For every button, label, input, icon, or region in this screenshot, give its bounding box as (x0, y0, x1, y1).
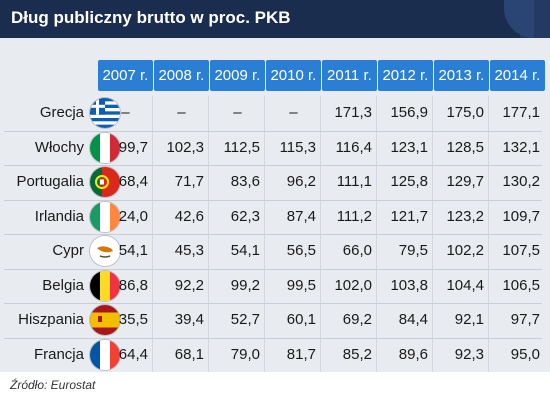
row-divider (4, 130, 542, 132)
value-cell: 71,7 (174, 173, 204, 191)
value-cell: 86,8 (118, 276, 148, 294)
page-title: Dług publiczny brutto w proc. PKB (11, 8, 291, 27)
spain-flag-icon (90, 305, 120, 336)
value-cell: 99,2 (230, 276, 260, 294)
year-header: 2012 r. (378, 60, 433, 91)
value-cell: – (177, 104, 186, 122)
year-header: 2008 r. (154, 60, 209, 91)
value-cell: 123,2 (446, 207, 484, 225)
value-cell: 56,5 (286, 242, 316, 260)
value-cell: 62,3 (230, 207, 260, 225)
value-cell: 111,2 (336, 207, 372, 225)
row-divider (4, 337, 542, 339)
country-label: Belgia (42, 276, 84, 294)
value-cell: 103,8 (390, 276, 428, 294)
value-cell: 104,4 (446, 276, 484, 294)
value-cell: 79,5 (398, 242, 428, 260)
value-cell: 52,7 (230, 311, 260, 329)
value-cell: 35,5 (118, 311, 148, 329)
value-cell: 132,1 (502, 138, 540, 156)
value-cell: 125,8 (390, 173, 428, 191)
value-cell: 54,1 (230, 242, 260, 260)
value-cell: 102,0 (334, 276, 372, 294)
row-divider (4, 199, 542, 201)
belgium-flag-icon (90, 270, 120, 301)
value-cell: 95,0 (510, 345, 540, 363)
year-header: 2010 r. (266, 60, 321, 91)
value-cell: – (233, 104, 242, 122)
value-cell: 66,0 (342, 242, 372, 260)
value-cell: 24,0 (118, 207, 148, 225)
row-divider (4, 234, 542, 235)
value-cell: 85,2 (342, 345, 372, 363)
year-header: 2007 r. (98, 60, 153, 91)
country-label: Portugalia (16, 173, 84, 191)
country-label: Hiszpania (18, 311, 84, 329)
country-label: Grecja (39, 104, 84, 122)
year-header: 2009 r. (210, 60, 265, 91)
country-label: Włochy (34, 138, 84, 156)
row-divider (4, 303, 542, 304)
value-cell: 92,3 (454, 345, 484, 363)
value-cell: 177,1 (502, 104, 540, 122)
country-label: Irlandia (34, 207, 84, 225)
ireland-flag-icon (90, 201, 120, 232)
value-cell: 130,2 (502, 173, 540, 191)
value-cell: – (289, 104, 298, 122)
value-cell: 60,1 (286, 311, 316, 329)
value-cell: 54,1 (118, 242, 148, 260)
value-cell: 128,5 (446, 138, 484, 156)
year-header: 2013 r. (434, 60, 489, 91)
portugal-flag-icon (90, 167, 120, 198)
source-note: Źródło: Eurostat (10, 378, 96, 392)
value-cell: 99,7 (118, 138, 148, 156)
year-header: 2011 r. (322, 60, 377, 91)
value-cell: – (121, 104, 130, 122)
title-bar: Dług publiczny brutto w proc. PKB (0, 0, 550, 38)
value-cell: 99,5 (286, 276, 316, 294)
value-cell: 45,3 (174, 242, 204, 260)
value-cell: 111,1 (336, 173, 372, 191)
country-label: Francja (33, 345, 84, 363)
value-cell: 87,4 (286, 207, 316, 225)
value-cell: 107,5 (502, 242, 540, 260)
value-cell: 79,0 (230, 345, 260, 363)
row-divider (4, 165, 542, 166)
value-cell: 64,4 (118, 345, 148, 363)
value-cell: 123,1 (390, 138, 428, 156)
value-cell: 106,5 (502, 276, 540, 294)
value-cell: 171,3 (334, 104, 372, 122)
value-cell: 96,2 (286, 173, 316, 191)
cyprus-flag-icon (90, 236, 120, 267)
value-cell: 89,6 (398, 345, 428, 363)
greece-flag-icon (90, 98, 120, 129)
value-cell: 68,1 (174, 345, 204, 363)
value-cell: 92,2 (174, 276, 204, 294)
value-cell: 115,3 (279, 138, 316, 156)
value-cell: 42,6 (174, 207, 204, 225)
france-flag-icon (90, 339, 120, 370)
value-cell: 68,4 (118, 173, 148, 191)
value-cell: 102,3 (166, 138, 204, 156)
year-header: 2014 r. (490, 60, 545, 91)
value-cell: 84,4 (398, 311, 428, 329)
row-divider (4, 268, 542, 270)
country-label: Cypr (52, 242, 84, 260)
value-cell: 97,7 (510, 311, 540, 329)
value-cell: 81,7 (286, 345, 316, 363)
value-cell: 129,7 (446, 173, 484, 191)
value-cell: 102,2 (446, 242, 484, 260)
value-cell: 116,4 (335, 138, 372, 156)
value-cell: 175,0 (446, 104, 484, 122)
value-cell: 83,6 (230, 173, 260, 191)
corner-decoration (504, 0, 550, 38)
value-cell: 69,2 (342, 311, 372, 329)
value-cell: 156,9 (390, 104, 428, 122)
italy-flag-icon (90, 132, 120, 163)
value-cell: 92,1 (454, 311, 484, 329)
value-cell: 39,4 (174, 311, 204, 329)
value-cell: 121,7 (390, 207, 428, 225)
value-cell: 109,7 (502, 207, 540, 225)
value-cell: 112,5 (223, 138, 260, 156)
